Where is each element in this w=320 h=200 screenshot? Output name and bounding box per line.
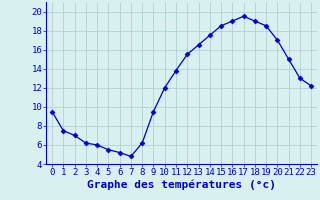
X-axis label: Graphe des températures (°c): Graphe des températures (°c) [87, 180, 276, 190]
